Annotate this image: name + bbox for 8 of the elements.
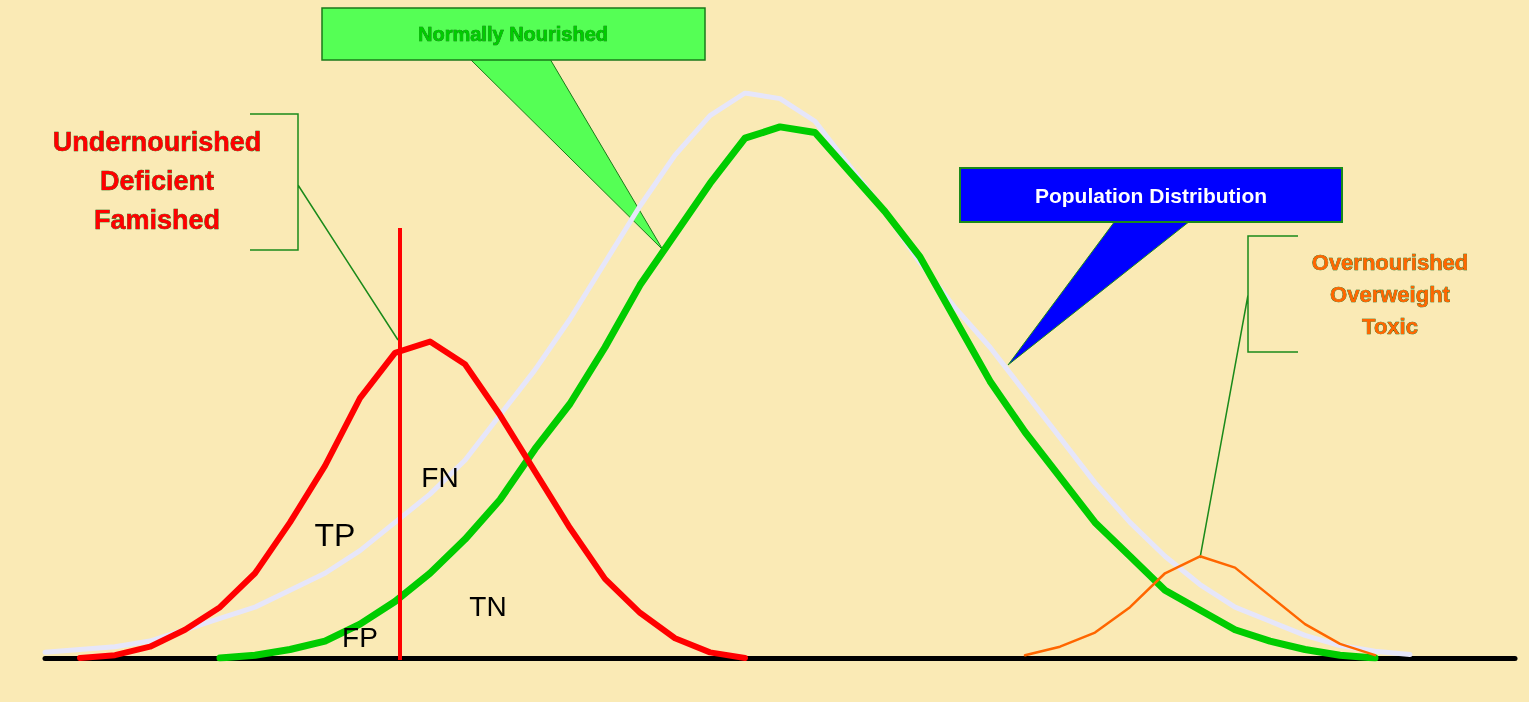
annotation: TP bbox=[314, 517, 356, 553]
annotation: FN bbox=[421, 461, 459, 493]
text: Overnourished Overweight Toxic bbox=[1311, 249, 1469, 339]
text: Normally Nourished bbox=[417, 23, 609, 45]
annotation: TN bbox=[469, 590, 507, 622]
annotation: FP bbox=[342, 621, 378, 653]
text: Population Distribution bbox=[1034, 183, 1268, 207]
text: Undernourished Deficient Famished bbox=[52, 127, 262, 235]
